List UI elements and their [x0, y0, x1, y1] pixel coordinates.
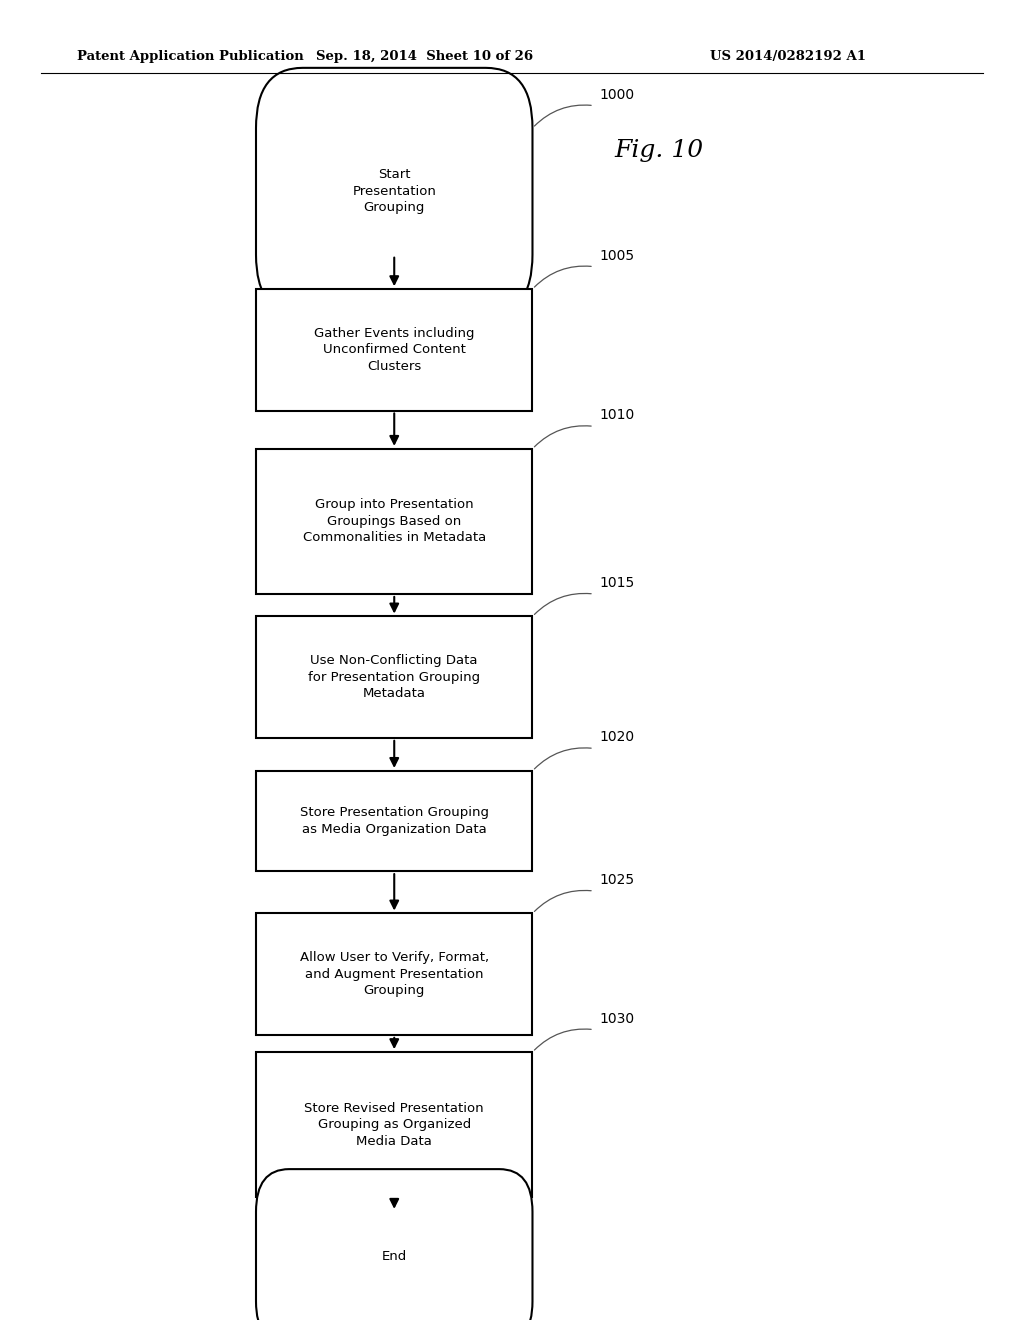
FancyArrowPatch shape — [535, 106, 591, 125]
FancyArrowPatch shape — [535, 748, 591, 768]
Text: Store Revised Presentation
Grouping as Organized
Media Data: Store Revised Presentation Grouping as O… — [304, 1102, 484, 1147]
Text: 1020: 1020 — [599, 730, 634, 744]
Text: Sep. 18, 2014  Sheet 10 of 26: Sep. 18, 2014 Sheet 10 of 26 — [316, 50, 534, 63]
Text: End: End — [382, 1250, 407, 1263]
Text: Use Non-Conflicting Data
for Presentation Grouping
Metadata: Use Non-Conflicting Data for Presentatio… — [308, 655, 480, 700]
FancyArrowPatch shape — [535, 426, 591, 446]
Text: Fig. 10: Fig. 10 — [614, 139, 703, 161]
Text: 1030: 1030 — [599, 1011, 634, 1026]
Bar — [256, 771, 532, 871]
FancyArrowPatch shape — [535, 891, 591, 911]
Bar — [256, 449, 532, 594]
FancyBboxPatch shape — [256, 1170, 532, 1320]
Text: US 2014/0282192 A1: US 2014/0282192 A1 — [711, 50, 866, 63]
Bar — [256, 913, 532, 1035]
FancyArrowPatch shape — [535, 594, 591, 614]
Text: Allow User to Verify, Format,
and Augment Presentation
Grouping: Allow User to Verify, Format, and Augmen… — [300, 952, 488, 997]
FancyArrowPatch shape — [535, 267, 591, 286]
Text: Store Presentation Grouping
as Media Organization Data: Store Presentation Grouping as Media Org… — [300, 807, 488, 836]
Bar — [256, 289, 532, 411]
Text: 1005: 1005 — [599, 248, 634, 263]
FancyArrowPatch shape — [535, 1030, 591, 1049]
Text: 1025: 1025 — [599, 873, 634, 887]
Text: 1015: 1015 — [599, 576, 634, 590]
Text: 1000: 1000 — [599, 87, 634, 102]
FancyBboxPatch shape — [256, 67, 532, 315]
Text: Gather Events including
Unconfirmed Content
Clusters: Gather Events including Unconfirmed Cont… — [314, 327, 474, 372]
Text: Start
Presentation
Grouping: Start Presentation Grouping — [352, 169, 436, 214]
Text: Group into Presentation
Groupings Based on
Commonalities in Metadata: Group into Presentation Groupings Based … — [303, 499, 485, 544]
Bar — [256, 1052, 532, 1197]
Text: 1010: 1010 — [599, 408, 634, 422]
Bar — [256, 616, 532, 738]
Text: Patent Application Publication: Patent Application Publication — [77, 50, 303, 63]
